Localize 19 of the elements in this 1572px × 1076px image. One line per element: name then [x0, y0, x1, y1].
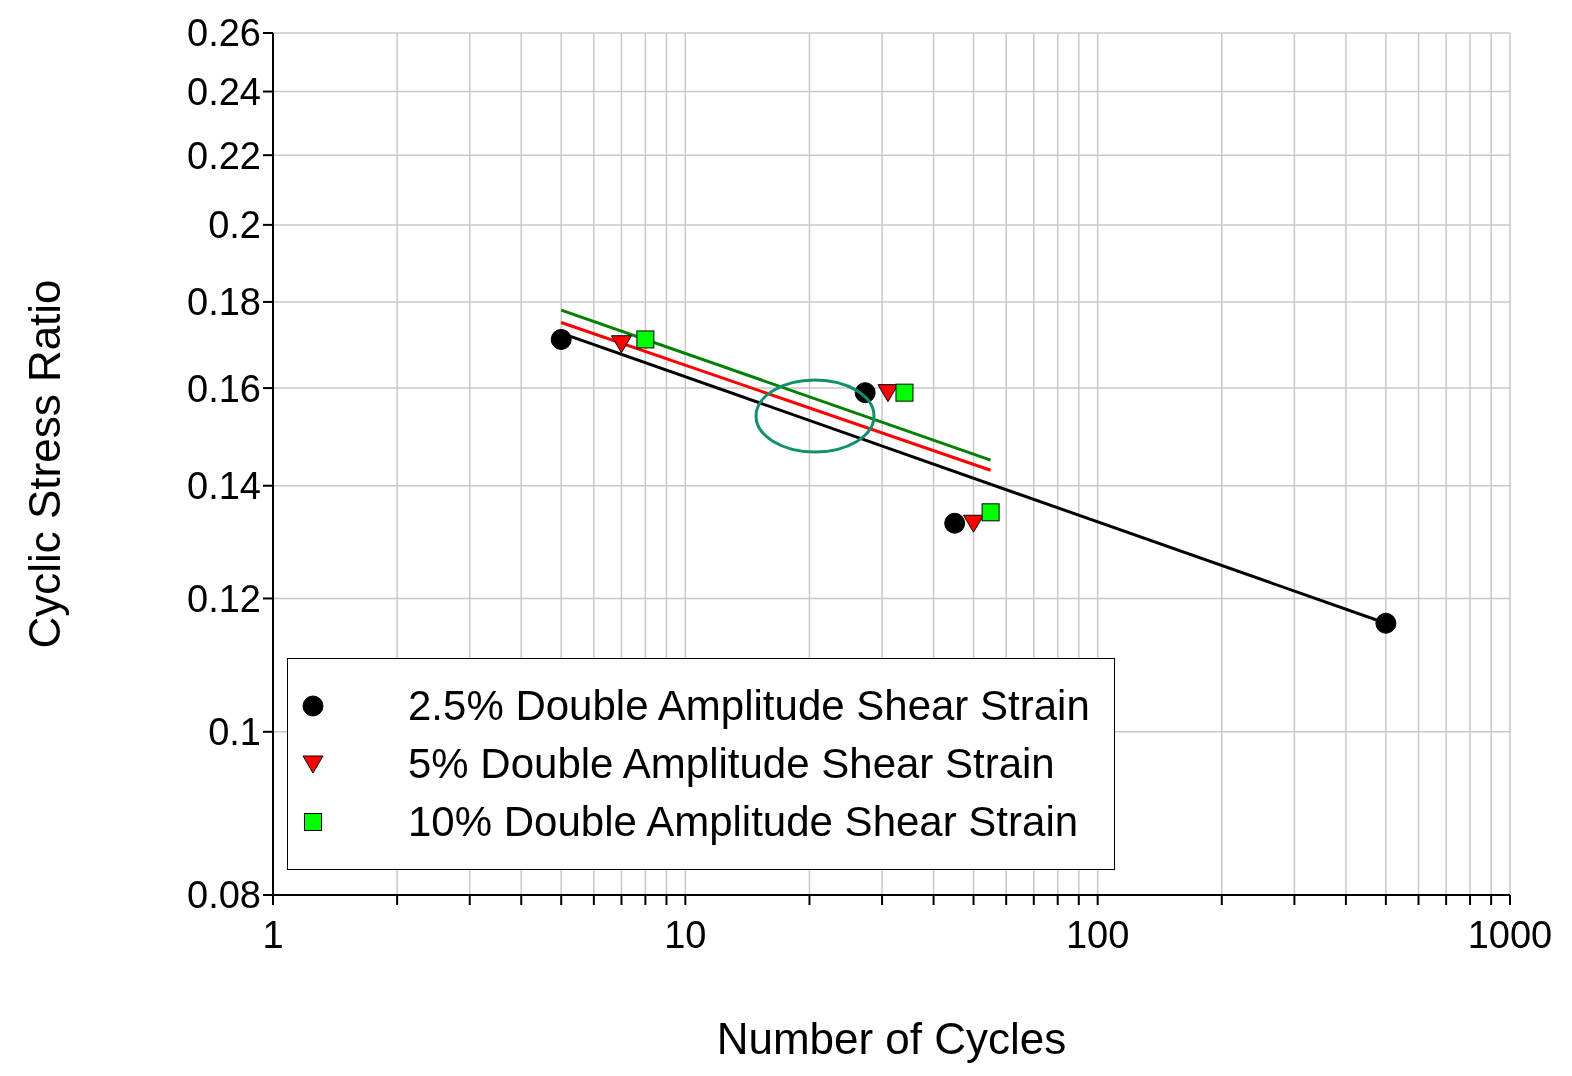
y-tick-label: 0.24	[187, 71, 261, 114]
y-tick-label: 0.12	[187, 577, 261, 620]
y-tick-label: 0.22	[187, 134, 261, 177]
legend-label: 10% Double Amplitude Shear Strain	[408, 798, 1079, 845]
y-tick-label: 0.1	[208, 711, 261, 754]
x-tick-label: 1000	[1467, 913, 1553, 956]
y-tick-label: 0.08	[187, 874, 261, 917]
y-tick-label: 0.2	[208, 204, 261, 247]
legend-label: 5% Double Amplitude Shear Strain	[408, 740, 1055, 787]
x-tick-label: 1	[262, 913, 284, 956]
x-tick-label: 10	[664, 913, 707, 956]
legend-label: 2.5% Double Amplitude Shear Strain	[408, 682, 1090, 729]
y-tick-label: 0.18	[187, 281, 261, 324]
x-axis-title: Number of Cycles	[716, 1014, 1067, 1063]
y-tick-label: 0.14	[187, 465, 261, 508]
y-tick-label: 0.26	[187, 12, 261, 55]
y-tick-label: 0.16	[187, 367, 261, 410]
x-tick-label: 100	[1065, 913, 1130, 956]
y-axis-title: Cyclic Stress Ratio	[19, 279, 69, 649]
